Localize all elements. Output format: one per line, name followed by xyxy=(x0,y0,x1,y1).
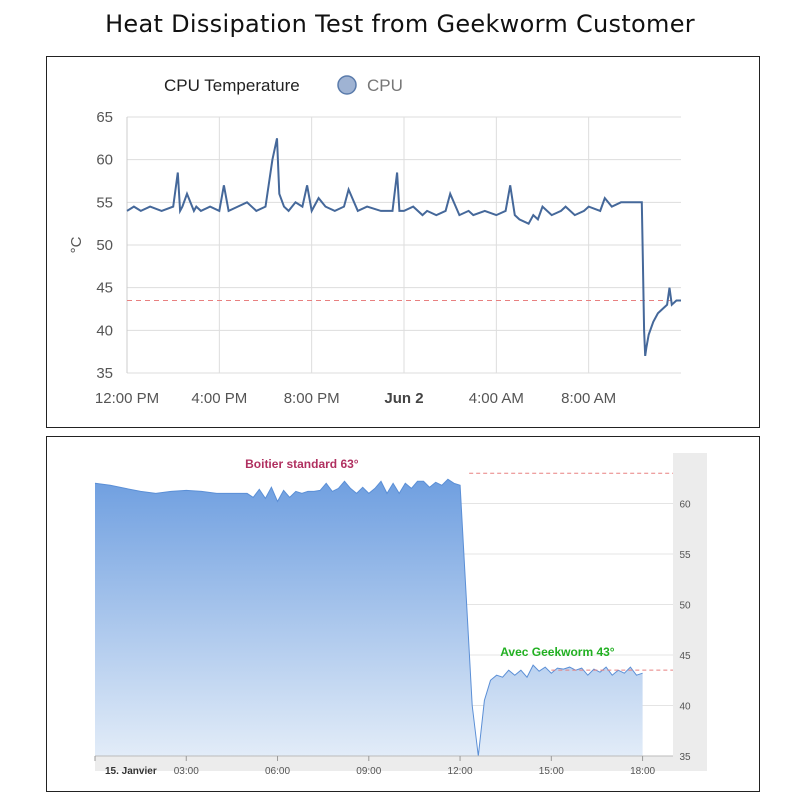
y-tick-label: 35 xyxy=(96,365,113,382)
x-tick-label: 12:00 PM xyxy=(95,390,159,407)
y-tick-label: 60 xyxy=(679,500,691,511)
y-tick-label: 50 xyxy=(96,237,113,254)
x-tick-label: 8:00 PM xyxy=(284,390,340,407)
x-tick-label: 18:00 xyxy=(630,766,655,777)
cpu-series-line xyxy=(126,138,681,357)
y-tick-label: 55 xyxy=(96,194,113,211)
x-tick-label: 15. Janvier xyxy=(105,766,157,777)
y-tick-label: 40 xyxy=(679,702,691,713)
x-tick-label: 4:00 AM xyxy=(469,390,524,407)
y-tick-label: 60 xyxy=(96,152,113,169)
y-axis-label: °C xyxy=(68,236,85,253)
legend-title: CPU Temperature xyxy=(164,76,300,95)
y-tick-label: 50 xyxy=(679,601,691,612)
temperature-line xyxy=(94,478,643,757)
temperature-area xyxy=(95,479,643,756)
y-tick-label: 45 xyxy=(96,280,113,297)
x-tick-label: 09:00 xyxy=(356,766,381,777)
y-tick-label: 55 xyxy=(679,550,691,561)
x-tick-label: 12:00 xyxy=(448,766,473,777)
x-tick-label: 4:00 PM xyxy=(191,390,247,407)
cpu-temperature-panel: CPU Temperature CPU 35 40 45 50 55 60 65 12:00… xyxy=(46,56,760,428)
legend-series-label[interactable]: CPU xyxy=(367,76,403,95)
comparison-panel: 35 40 45 50 55 60 15. Janvier 03:00 06:00 09:00 1… xyxy=(46,436,760,792)
y-tick-label: 45 xyxy=(679,651,691,662)
y-tick-label: 65 xyxy=(96,109,113,126)
annotation-geekworm: Avec Geekworm 43° xyxy=(500,645,615,659)
x-tick-label: 8:00 AM xyxy=(561,390,616,407)
y-tick-label: 40 xyxy=(96,322,113,339)
x-tick-label: 15:00 xyxy=(539,766,564,777)
x-tick-label: 06:00 xyxy=(265,766,290,777)
comparison-area-chart: 35 40 45 50 55 60 15. Janvier 03:00 06:00 09:00 1… xyxy=(94,453,707,777)
x-tick-label: Jun 2 xyxy=(384,390,423,407)
legend-marker[interactable] xyxy=(337,75,357,95)
y-tick-label: 35 xyxy=(679,752,691,763)
page-title: Heat Dissipation Test from Geekworm Cust… xyxy=(105,10,695,38)
annotation-standard: Boitier standard 63° xyxy=(245,457,359,471)
cpu-temperature-chart: CPU Temperature CPU 35 40 45 50 55 60 65 12:00… xyxy=(68,75,681,407)
x-tick-label: 03:00 xyxy=(174,766,199,777)
